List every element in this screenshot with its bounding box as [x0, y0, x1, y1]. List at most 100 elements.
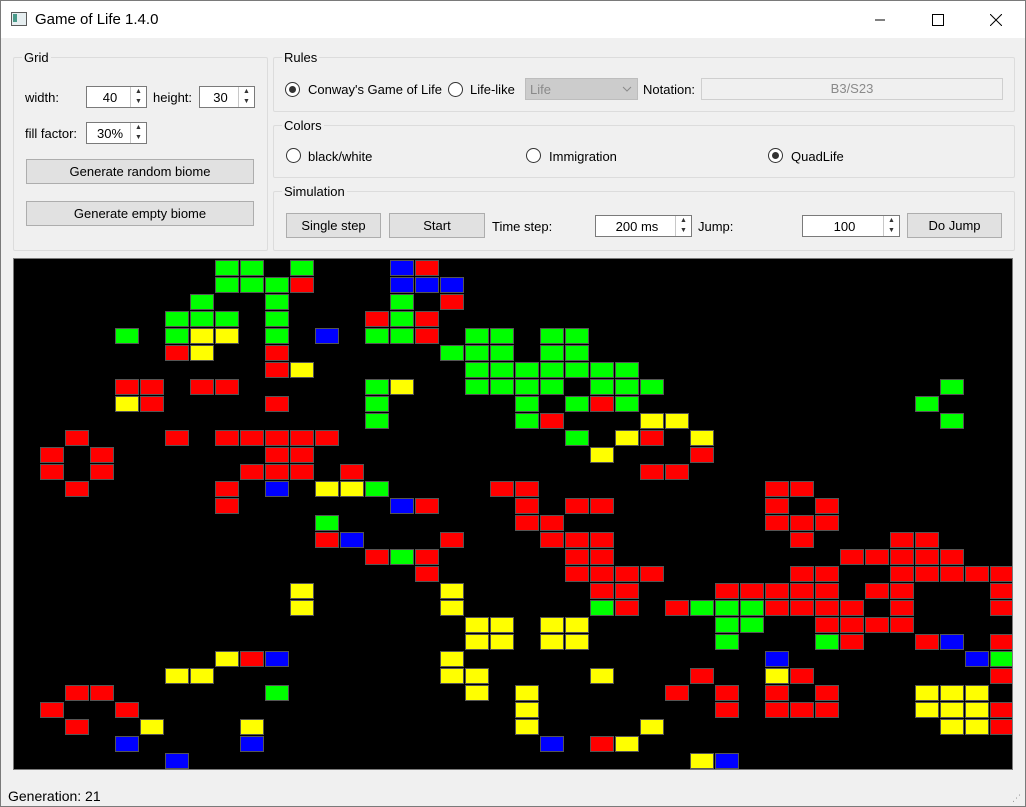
board-cell[interactable] — [565, 328, 589, 344]
board-cell[interactable] — [290, 260, 314, 276]
board-cell[interactable] — [165, 345, 189, 361]
width-spinbox[interactable]: 40 ▲ ▼ — [86, 86, 147, 108]
board-cell[interactable] — [415, 498, 439, 514]
board-cell[interactable] — [490, 481, 514, 497]
board-cell[interactable] — [365, 396, 389, 412]
board-cell[interactable] — [265, 277, 289, 293]
board-cell[interactable] — [765, 668, 789, 684]
board-cell[interactable] — [40, 702, 64, 718]
board-cell[interactable] — [540, 736, 564, 752]
board-cell[interactable] — [640, 430, 664, 446]
board-cell[interactable] — [640, 464, 664, 480]
board-cell[interactable] — [840, 634, 864, 650]
board-cell[interactable] — [990, 702, 1012, 718]
board-cell[interactable] — [240, 736, 264, 752]
board-cell[interactable] — [915, 396, 939, 412]
board-cell[interactable] — [265, 345, 289, 361]
board-cell[interactable] — [565, 566, 589, 582]
board-cell[interactable] — [815, 566, 839, 582]
board-cell[interactable] — [490, 328, 514, 344]
board-cell[interactable] — [440, 277, 464, 293]
board-cell[interactable] — [365, 311, 389, 327]
board-cell[interactable] — [140, 379, 164, 395]
board-cell[interactable] — [640, 379, 664, 395]
board-cell[interactable] — [340, 532, 364, 548]
board-cell[interactable] — [290, 583, 314, 599]
board-cell[interactable] — [690, 600, 714, 616]
board-cell[interactable] — [215, 311, 239, 327]
board-cell[interactable] — [565, 532, 589, 548]
board-cell[interactable] — [615, 566, 639, 582]
board-cell[interactable] — [540, 362, 564, 378]
board-cell[interactable] — [140, 396, 164, 412]
board-cell[interactable] — [265, 685, 289, 701]
board-cell[interactable] — [815, 515, 839, 531]
generate-empty-biome-button[interactable]: Generate empty biome — [26, 201, 254, 226]
board-cell[interactable] — [465, 668, 489, 684]
board-cell[interactable] — [765, 651, 789, 667]
board-cell[interactable] — [515, 498, 539, 514]
board-cell[interactable] — [815, 583, 839, 599]
maximize-button[interactable] — [909, 1, 967, 38]
board-cell[interactable] — [390, 260, 414, 276]
board-cell[interactable] — [240, 277, 264, 293]
board-cell[interactable] — [190, 294, 214, 310]
board-cell[interactable] — [915, 685, 939, 701]
board-cell[interactable] — [815, 685, 839, 701]
board-cell[interactable] — [65, 481, 89, 497]
board-cell[interactable] — [265, 311, 289, 327]
board-cell[interactable] — [715, 583, 739, 599]
board-cell[interactable] — [990, 583, 1012, 599]
board-cell[interactable] — [515, 396, 539, 412]
board-cell[interactable] — [315, 532, 339, 548]
board-cell[interactable] — [115, 328, 139, 344]
board-cell[interactable] — [990, 719, 1012, 735]
spin-down-icon[interactable]: ▼ — [243, 98, 250, 105]
board-cell[interactable] — [565, 362, 589, 378]
color-blackwhite-radio[interactable] — [286, 148, 301, 163]
board-cell[interactable] — [715, 617, 739, 633]
board-cell[interactable] — [290, 277, 314, 293]
board-cell[interactable] — [615, 396, 639, 412]
board-cell[interactable] — [415, 328, 439, 344]
board-cell[interactable] — [790, 583, 814, 599]
board-cell[interactable] — [915, 532, 939, 548]
board-cell[interactable] — [215, 277, 239, 293]
color-quadlife-radio[interactable] — [768, 148, 783, 163]
start-button[interactable]: Start — [389, 213, 485, 238]
time-step-spinbox[interactable]: 200 ms ▲ ▼ — [595, 215, 692, 237]
board-cell[interactable] — [415, 277, 439, 293]
minimize-button[interactable] — [851, 1, 909, 38]
board-cell[interactable] — [740, 600, 764, 616]
board-cell[interactable] — [965, 685, 989, 701]
spin-down-icon[interactable]: ▼ — [680, 227, 687, 234]
board-cell[interactable] — [690, 430, 714, 446]
board-cell[interactable] — [265, 294, 289, 310]
color-immigration-radio[interactable] — [526, 148, 541, 163]
board-cell[interactable] — [540, 345, 564, 361]
board-cell[interactable] — [565, 549, 589, 565]
board-cell[interactable] — [790, 515, 814, 531]
board-cell[interactable] — [815, 600, 839, 616]
board-cell[interactable] — [265, 430, 289, 446]
board-cell[interactable] — [290, 430, 314, 446]
board-cell[interactable] — [890, 583, 914, 599]
single-step-button[interactable]: Single step — [286, 213, 381, 238]
board-cell[interactable] — [65, 719, 89, 735]
board-cell[interactable] — [790, 566, 814, 582]
board-cell[interactable] — [915, 702, 939, 718]
board-cell[interactable] — [665, 685, 689, 701]
board-cell[interactable] — [765, 498, 789, 514]
board-cell[interactable] — [740, 617, 764, 633]
board-cell[interactable] — [265, 651, 289, 667]
board-cell[interactable] — [590, 447, 614, 463]
board-cell[interactable] — [890, 549, 914, 565]
board-cell[interactable] — [315, 328, 339, 344]
board-cell[interactable] — [465, 328, 489, 344]
board-cell[interactable] — [215, 260, 239, 276]
board-cell[interactable] — [440, 532, 464, 548]
board-cell[interactable] — [665, 413, 689, 429]
board-cell[interactable] — [690, 668, 714, 684]
board-cell[interactable] — [590, 583, 614, 599]
resize-grip-icon[interactable]: ⋰ — [1012, 793, 1021, 803]
